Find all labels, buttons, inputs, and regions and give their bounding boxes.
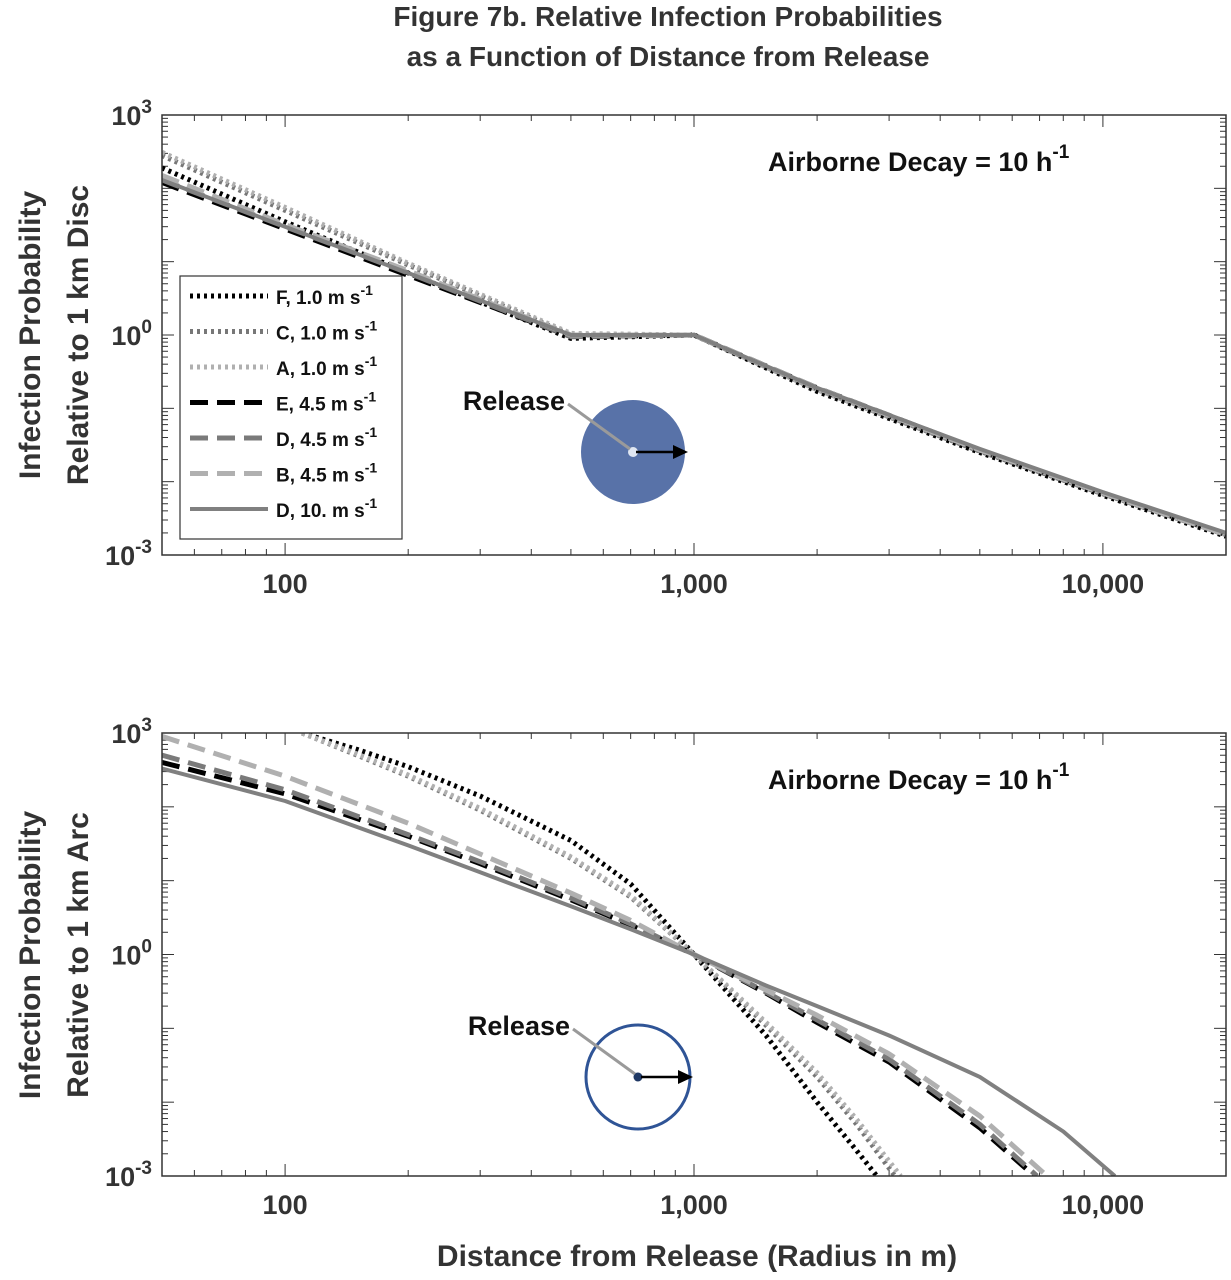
plot-frame: [161, 114, 1227, 556]
figure-title-line2: as a Function of Distance from Release: [407, 41, 930, 72]
series-line-F: [301, 733, 879, 1176]
release-point: [628, 447, 638, 457]
series-group: [162, 733, 1117, 1176]
legend-box: [179, 275, 403, 540]
series-line-A: [301, 733, 903, 1176]
axis-ticks: [161, 115, 1227, 556]
y-axis-label-line2: Relative to 1 km Disc: [62, 185, 95, 485]
radius-arrowhead: [673, 445, 688, 459]
release-arc-diagram: Release: [468, 1011, 693, 1131]
y-tick-label: 103: [111, 97, 152, 131]
y-axis-label-line2: Relative to 1 km Arc: [62, 812, 95, 1098]
legend-entry: C, 1.0 m s-1: [276, 318, 377, 345]
release-label: Release: [468, 1011, 570, 1041]
x-tick-label: 10,000: [1062, 1190, 1145, 1220]
legend-entry: D, 10. m s-1: [276, 495, 377, 522]
legend: F, 1.0 m s-1 C, 1.0 m s-1 A, 1.0 m s-1 E, 4…: [179, 275, 403, 540]
legend-entry: E, 4.5 m s-1: [276, 389, 376, 416]
x-tick-label: 1,000: [660, 1190, 728, 1220]
x-axis-label: Distance from Release (Radius in m): [437, 1240, 957, 1273]
series-group: [162, 150, 1226, 539]
decay-annotation: Airborne Decay = 10 h-1: [768, 142, 1070, 177]
y-tick-label: 10-3: [105, 1158, 152, 1192]
y-tick-label: 100: [111, 317, 152, 351]
series-line-E: [162, 759, 1037, 1176]
series-line-B: [162, 734, 1049, 1176]
x-tick-label: 100: [263, 569, 308, 599]
legend-entry: A, 1.0 m s-1: [276, 353, 377, 380]
y-tick-label: 10-3: [105, 537, 152, 571]
radius-arrowhead: [678, 1070, 693, 1084]
release-point: [633, 1072, 643, 1082]
y-tick-label: 100: [111, 937, 152, 971]
bottom-panel-arc: 100 1,000 10,000 103 100 10-3 Infection Probab…: [14, 715, 1227, 1220]
x-tick-label: 100: [263, 1190, 308, 1220]
release-disc-diagram: Release: [463, 386, 688, 504]
release-pointer-line: [572, 1027, 636, 1076]
series-line-D10: [162, 178, 1226, 535]
series-line-D10: [162, 766, 1117, 1176]
release-label: Release: [463, 386, 565, 416]
decay-annotation: Airborne Decay = 10 h-1: [768, 760, 1070, 795]
y-tick-label: 103: [111, 715, 152, 749]
plot-frame: [161, 732, 1227, 1177]
x-tick-label: 10,000: [1062, 569, 1145, 599]
figure-title-line1: Figure 7b. Relative Infection Probabilit…: [393, 1, 942, 32]
legend-entry: B, 4.5 m s-1: [276, 460, 377, 487]
legend-entry: D, 4.5 m s-1: [276, 424, 377, 451]
legend-entry: F, 1.0 m s-1: [276, 282, 373, 309]
release-pointer-line: [567, 402, 631, 451]
y-axis-label-line1: Infection Probability: [14, 811, 47, 1100]
y-axis-label-line1: Infection Probability: [14, 191, 47, 480]
top-panel-disc: 100 1,000 10,000 103 100 10-3 Infection Probab…: [14, 97, 1227, 599]
x-tick-label: 1,000: [660, 569, 728, 599]
